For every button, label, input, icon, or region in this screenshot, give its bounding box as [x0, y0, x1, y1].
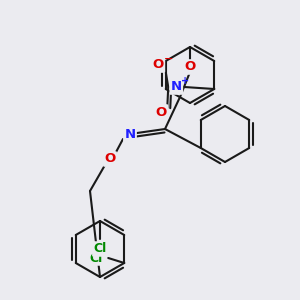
Text: O: O — [156, 106, 167, 118]
Text: N: N — [124, 128, 136, 140]
Text: N: N — [171, 80, 182, 94]
Text: Cl: Cl — [93, 242, 106, 256]
Text: Cl: Cl — [90, 251, 103, 265]
Text: O: O — [184, 61, 196, 74]
Text: −: − — [164, 54, 173, 64]
Text: O: O — [104, 152, 116, 166]
Text: O: O — [153, 58, 164, 71]
Text: +: + — [181, 76, 189, 86]
